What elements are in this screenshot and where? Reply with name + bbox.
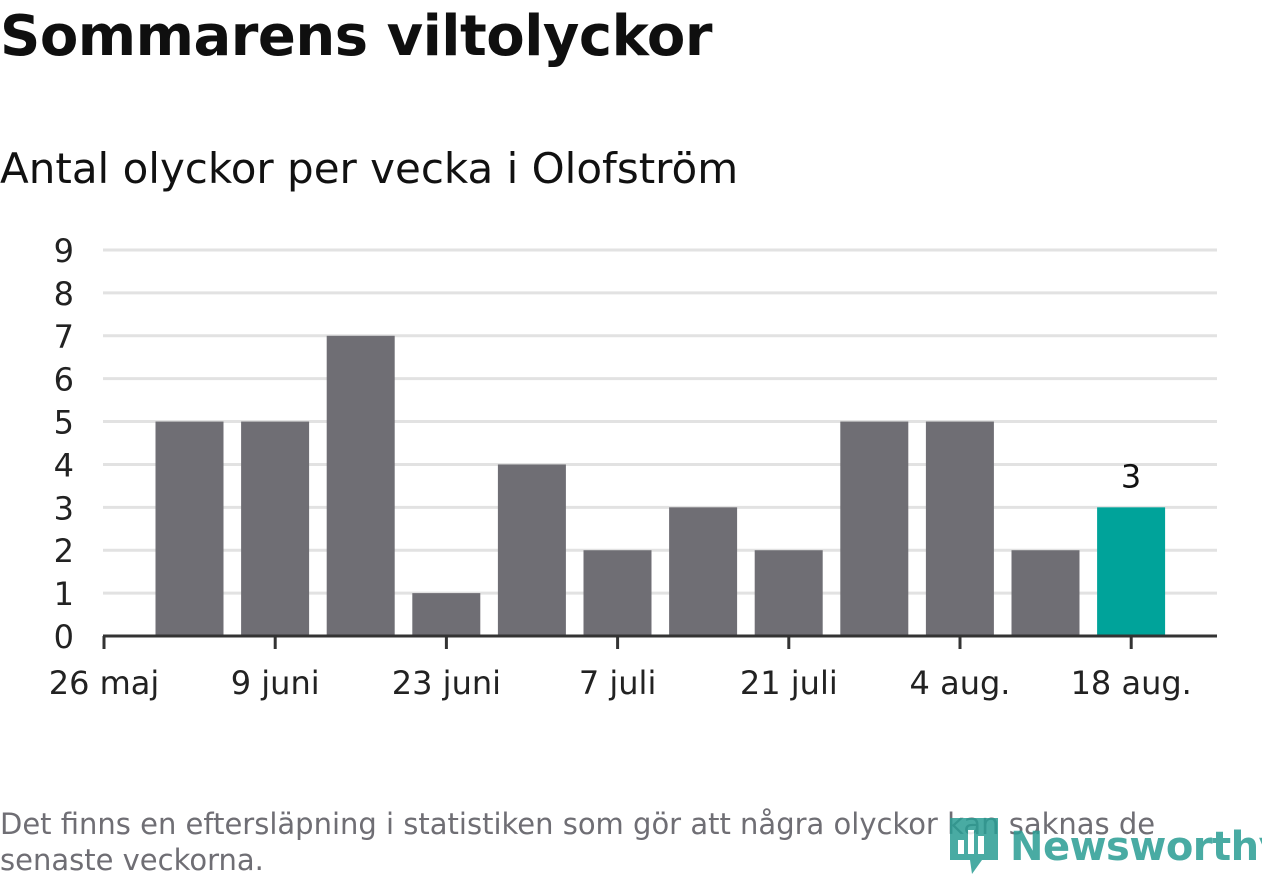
logo-text: Newsworthy — [1010, 824, 1262, 870]
x-tick-label: 21 juli — [740, 664, 838, 702]
bar — [412, 593, 481, 636]
y-tick-label: 8 — [54, 275, 74, 313]
bar-chart: 0 1 2 3 4 5 6 7 8 9 3 26 maj 9 juni 23 juni 7 juli 21 j… — [49, 232, 1217, 702]
bar — [925, 421, 994, 636]
bar — [497, 464, 566, 636]
y-tick-label: 1 — [54, 575, 74, 613]
y-tick-label: 3 — [54, 489, 74, 527]
y-tick-label: 6 — [54, 361, 74, 399]
y-tick-label: 2 — [54, 532, 74, 570]
y-tick-label: 9 — [54, 232, 74, 270]
bar — [155, 421, 224, 636]
bar — [583, 550, 652, 636]
x-tick-label: 4 aug. — [910, 664, 1011, 702]
x-tick-label: 26 maj — [49, 664, 160, 702]
bar — [840, 421, 909, 636]
y-tick-label: 0 — [54, 618, 74, 656]
bar — [241, 421, 310, 636]
bar-highlight — [1097, 507, 1166, 636]
chart-title: Sommarens viltolyckor — [0, 4, 712, 69]
y-tick-label: 7 — [54, 318, 74, 356]
chart-subtitle: Antal olyckor per vecka i Olofström — [0, 144, 739, 193]
bar — [1011, 550, 1080, 636]
y-tick-label: 5 — [54, 404, 74, 442]
data-label: 3 — [1121, 457, 1141, 495]
x-tick-label: 9 juni — [231, 664, 320, 702]
y-tick-label: 4 — [54, 446, 74, 484]
newsworthy-logo: Newsworthy — [948, 816, 1262, 878]
x-tick-label: 18 aug. — [1071, 664, 1192, 702]
bar — [669, 507, 738, 636]
bar — [754, 550, 823, 636]
bar — [326, 335, 395, 636]
x-tick-label: 23 juni — [392, 664, 501, 702]
bar-chart-icon — [950, 818, 998, 874]
x-tick-label: 7 juli — [579, 664, 656, 702]
